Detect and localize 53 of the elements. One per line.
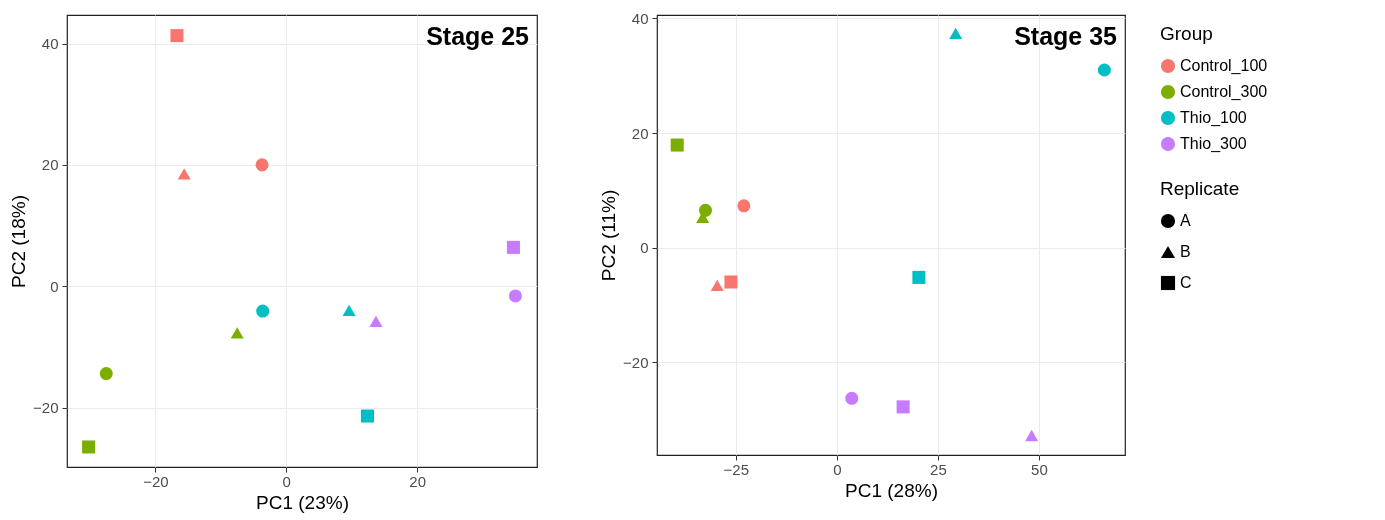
point — [82, 440, 96, 454]
point — [912, 270, 926, 284]
legend-label: Control_300 — [1180, 83, 1268, 101]
x-tick-label: 0 — [833, 460, 842, 478]
point — [177, 168, 191, 180]
x-axis-title: PC1 (23%) — [256, 491, 349, 513]
y-tick-label: 0 — [640, 239, 649, 257]
point — [506, 240, 520, 254]
point — [724, 275, 738, 289]
point — [508, 289, 522, 303]
point — [845, 391, 859, 405]
point — [360, 409, 374, 423]
legend-label: Thio_300 — [1180, 135, 1247, 153]
legend-label: Control_100 — [1180, 57, 1268, 75]
y-tick-label: −20 — [33, 399, 59, 417]
legend-label: Thio_100 — [1180, 109, 1247, 127]
point — [342, 304, 356, 317]
point — [170, 29, 184, 43]
point — [255, 158, 269, 172]
text: Replicate — [1160, 178, 1240, 199]
y-tick-label: 20 — [631, 124, 649, 142]
legend-label: B — [1180, 243, 1191, 260]
point — [1025, 429, 1039, 442]
x-tick-label: −20 — [143, 472, 169, 490]
point — [698, 203, 713, 217]
chart-title: Stage 35 — [1014, 22, 1118, 50]
point — [710, 279, 724, 292]
point — [369, 315, 383, 328]
point — [230, 327, 244, 339]
text: Group — [1160, 23, 1213, 44]
y-tick-label: 20 — [41, 156, 59, 174]
point — [949, 27, 963, 39]
y-tick-label: 40 — [631, 9, 649, 27]
legend-label: C — [1180, 274, 1192, 291]
legend-label: A — [1180, 212, 1191, 229]
x-tick-label: 25 — [930, 460, 947, 478]
x-tick-label: 50 — [1031, 460, 1048, 478]
x-tick-label: 20 — [409, 472, 427, 490]
x-tick-label: 0 — [282, 472, 291, 490]
chart-title: Stage 25 — [426, 22, 530, 50]
y-axis-title: PC2 (11%) — [598, 189, 620, 282]
y-tick-label: −20 — [623, 353, 649, 371]
point — [99, 367, 113, 381]
y-tick-label: 0 — [50, 277, 59, 295]
y-tick-label: 40 — [41, 35, 59, 53]
x-tick-label: −25 — [723, 460, 750, 478]
point — [1097, 63, 1111, 77]
point — [256, 304, 270, 318]
y-axis-title: PC2 (18%) — [8, 195, 30, 288]
point — [737, 199, 751, 213]
x-axis-title: PC1 (28%) — [845, 479, 938, 501]
point — [896, 400, 910, 414]
point — [670, 138, 684, 152]
